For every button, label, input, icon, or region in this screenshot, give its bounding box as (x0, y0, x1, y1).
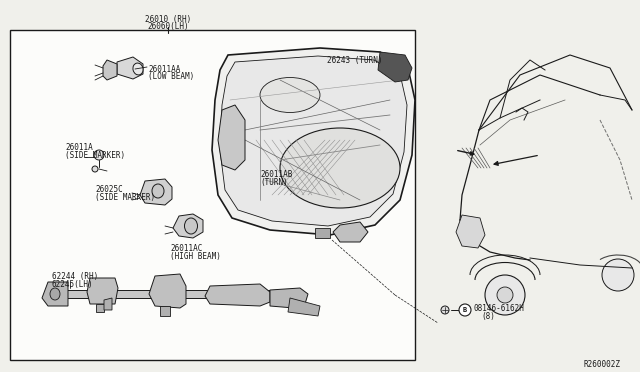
Text: (LOW BEAM): (LOW BEAM) (148, 73, 195, 81)
Ellipse shape (249, 139, 261, 147)
Polygon shape (42, 282, 68, 306)
Circle shape (92, 166, 98, 172)
Polygon shape (246, 141, 264, 155)
Polygon shape (212, 48, 415, 235)
Text: 26010 (RH): 26010 (RH) (145, 15, 191, 24)
Polygon shape (96, 304, 104, 312)
Text: 26243 (TURN): 26243 (TURN) (327, 56, 383, 65)
Polygon shape (295, 56, 311, 76)
Polygon shape (87, 278, 118, 304)
Text: 26025C: 26025C (95, 185, 123, 194)
Ellipse shape (280, 128, 400, 208)
Circle shape (497, 287, 513, 303)
Polygon shape (270, 288, 308, 308)
Polygon shape (60, 290, 300, 298)
Polygon shape (173, 214, 203, 238)
Text: 26011AA: 26011AA (148, 64, 180, 74)
Bar (315, 228, 330, 238)
Polygon shape (456, 215, 485, 248)
Polygon shape (117, 57, 143, 79)
Text: (8): (8) (481, 312, 495, 321)
Ellipse shape (298, 61, 307, 71)
Text: (TURN): (TURN) (260, 178, 288, 187)
Polygon shape (140, 179, 172, 205)
Circle shape (441, 306, 449, 314)
Text: (SIDE MARKER): (SIDE MARKER) (95, 193, 155, 202)
Circle shape (94, 150, 104, 160)
Circle shape (459, 304, 471, 316)
Ellipse shape (133, 63, 143, 75)
Polygon shape (220, 56, 407, 226)
Polygon shape (160, 306, 170, 316)
Polygon shape (333, 222, 368, 242)
Text: 08146-6162H: 08146-6162H (473, 304, 524, 313)
Ellipse shape (50, 288, 60, 300)
Text: (SIDE MARKER): (SIDE MARKER) (65, 151, 125, 160)
Circle shape (602, 259, 634, 291)
Circle shape (243, 141, 267, 165)
Text: 26011AC: 26011AC (170, 244, 202, 253)
Polygon shape (104, 298, 112, 310)
Text: 26011AB: 26011AB (260, 170, 292, 179)
Ellipse shape (184, 218, 198, 234)
Ellipse shape (312, 67, 321, 77)
Text: 62244 (RH): 62244 (RH) (52, 272, 99, 281)
Polygon shape (103, 60, 117, 80)
Text: 62245(LH): 62245(LH) (52, 280, 93, 289)
Polygon shape (288, 298, 320, 316)
Polygon shape (149, 274, 186, 308)
Text: (HIGH BEAM): (HIGH BEAM) (170, 252, 221, 261)
Circle shape (485, 275, 525, 315)
Circle shape (308, 63, 326, 81)
Text: R260002Z: R260002Z (583, 360, 620, 369)
Bar (10, 30, 415, 360)
Text: 26060(LH): 26060(LH) (147, 22, 189, 31)
Polygon shape (205, 284, 270, 306)
Ellipse shape (260, 77, 320, 112)
Polygon shape (218, 105, 245, 170)
Text: 26011A: 26011A (65, 143, 93, 152)
Polygon shape (378, 52, 412, 82)
Ellipse shape (152, 184, 164, 198)
Text: B: B (463, 307, 467, 313)
